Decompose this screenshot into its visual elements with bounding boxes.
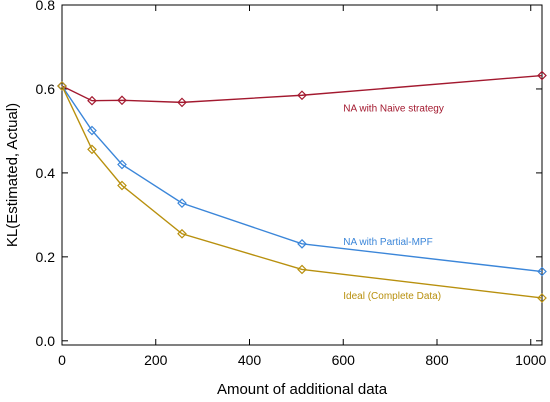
x-tick-label: 200 — [144, 352, 168, 368]
series-layer: NA with Naive strategy NA with Partial-MP… — [57, 70, 547, 303]
data-point-marker — [117, 180, 127, 191]
data-point-marker — [537, 266, 547, 277]
data-point-marker — [297, 90, 307, 101]
data-point-marker — [117, 95, 127, 106]
y-tick-label: 0.8 — [36, 0, 56, 13]
data-point-marker — [177, 97, 187, 108]
series-label: NA with Partial-MPF — [343, 237, 432, 248]
data-point-marker — [537, 70, 547, 81]
x-tick-label: 600 — [332, 352, 356, 368]
series-line — [61, 85, 543, 273]
series-line — [61, 74, 543, 104]
data-point-marker — [297, 238, 307, 249]
series-label: NA with Naive strategy — [343, 104, 444, 115]
x-tick-label: 800 — [425, 352, 449, 368]
y-tick-label: 0.6 — [36, 81, 56, 97]
axis-ticks: 0 200 400 600 800 1000 0.0 0.2 0.4 0.6 0.8 — [36, 0, 547, 368]
data-point-marker — [177, 228, 187, 239]
series-line — [61, 85, 543, 299]
x-tick-label: 0 — [58, 352, 66, 368]
data-point-marker — [87, 125, 97, 136]
data-point-marker — [57, 81, 67, 91]
y-tick-label: 0.2 — [36, 249, 56, 265]
y-axis-title: KL(Estimated, Actual) — [4, 103, 21, 247]
x-tick-label: 400 — [238, 352, 262, 368]
data-point-marker — [87, 144, 97, 155]
series-label: Ideal (Complete Data) — [343, 291, 441, 302]
y-tick-label: 0.0 — [36, 333, 56, 349]
plot-frame — [61, 4, 543, 346]
data-point-marker — [87, 95, 97, 106]
data-point-marker — [537, 293, 547, 303]
x-tick-label: 1000 — [515, 352, 546, 368]
data-point-marker — [117, 159, 127, 170]
data-point-marker — [297, 264, 307, 275]
data-point-marker — [177, 198, 187, 208]
y-tick-label: 0.4 — [36, 165, 56, 181]
x-axis-title: Amount of additional data — [217, 381, 388, 398]
